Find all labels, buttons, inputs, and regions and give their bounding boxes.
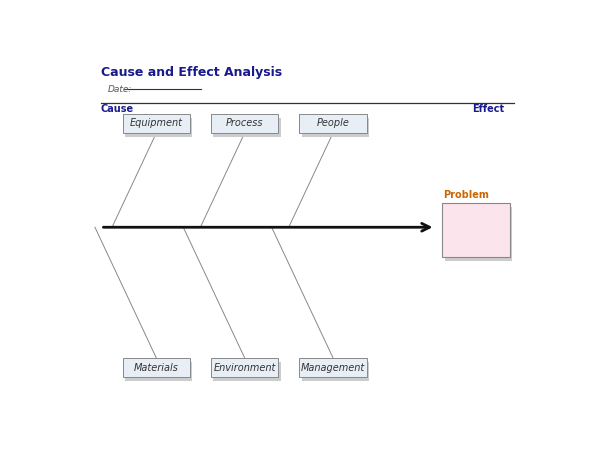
FancyBboxPatch shape [299,114,367,133]
Text: Effect: Effect [473,104,505,113]
FancyBboxPatch shape [122,114,190,133]
FancyBboxPatch shape [122,358,190,377]
Text: Management: Management [301,363,365,373]
FancyBboxPatch shape [211,114,278,133]
FancyBboxPatch shape [299,358,367,377]
FancyBboxPatch shape [211,358,278,377]
FancyBboxPatch shape [214,362,281,381]
Text: Process: Process [226,118,263,128]
FancyBboxPatch shape [214,118,281,137]
FancyBboxPatch shape [302,118,369,137]
Text: Date:: Date: [107,85,132,94]
Text: Cause: Cause [101,104,134,113]
Text: Equipment: Equipment [130,118,183,128]
FancyBboxPatch shape [125,118,193,137]
Text: Environment: Environment [214,363,276,373]
FancyBboxPatch shape [445,207,512,261]
Text: Cause and Effect Analysis: Cause and Effect Analysis [101,66,282,79]
Text: People: People [317,118,350,128]
Text: Problem: Problem [443,189,488,199]
FancyBboxPatch shape [302,362,369,381]
FancyBboxPatch shape [442,203,510,256]
FancyBboxPatch shape [125,362,193,381]
Text: Materials: Materials [134,363,179,373]
